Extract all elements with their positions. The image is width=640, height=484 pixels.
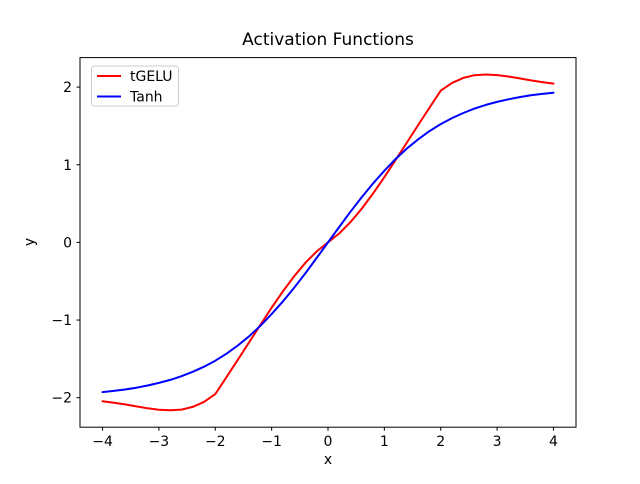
legend-item: Tanh	[97, 90, 163, 106]
x-tick-label: 1	[380, 434, 389, 450]
x-tick-label: 3	[493, 434, 502, 450]
y-tick-label: 2	[63, 80, 72, 96]
y-tick-label: 0	[63, 235, 72, 251]
legend: tGELU Tanh	[91, 65, 179, 107]
y-tick-label: 1	[63, 158, 72, 174]
x-tick-label: 4	[549, 434, 558, 450]
x-tick-label: −4	[92, 434, 113, 450]
x-tick-label: 0	[324, 434, 333, 450]
x-tick-label: −3	[149, 434, 170, 450]
x-tick-label: −2	[205, 434, 226, 450]
legend-label-tgelu: tGELU	[130, 69, 173, 85]
y-tick-label: −2	[51, 391, 72, 407]
legend-item: tGELU	[97, 69, 173, 85]
x-tick-label: −1	[261, 434, 282, 450]
x-axis-label: x	[324, 452, 332, 468]
x-axis-ticks: −4 −3 −2 −1 0 1 2 3 4	[92, 427, 558, 450]
y-axis-label: y	[22, 238, 38, 246]
series-line-tanh	[101, 91, 555, 394]
y-axis-ticks: −2 −1 0 1 2	[51, 80, 80, 407]
chart-title: Activation Functions	[242, 30, 414, 50]
legend-label-tanh: Tanh	[129, 90, 163, 106]
x-tick-label: 2	[436, 434, 445, 450]
series-lines	[101, 73, 555, 412]
y-tick-label: −1	[51, 313, 72, 329]
